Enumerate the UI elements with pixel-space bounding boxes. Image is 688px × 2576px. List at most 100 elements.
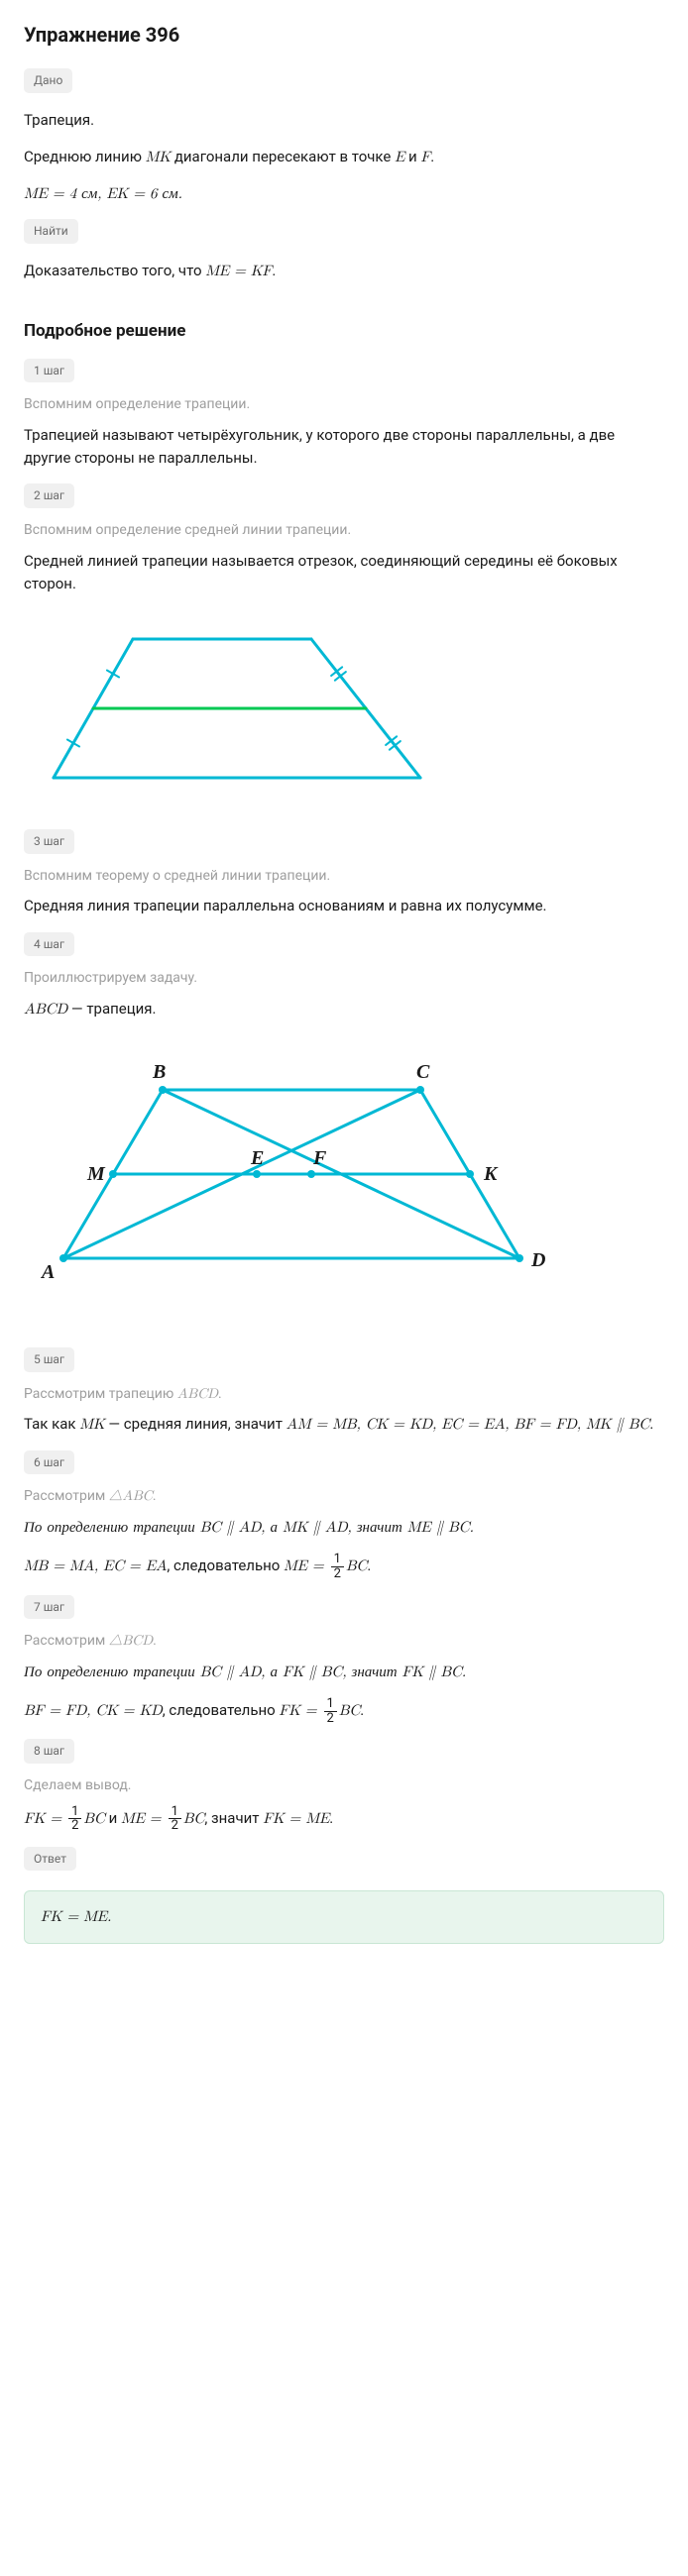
text: .	[360, 1701, 364, 1719]
math-line: По определению трапеции BC ∥ AD, а MK ∥ …	[24, 1520, 474, 1535]
step-4: 4 шаг Проиллюстрируем задачу. ABCD — тра…	[24, 932, 664, 1021]
trapezoid-svg	[24, 609, 450, 807]
text: и	[105, 1809, 121, 1827]
text: .	[218, 1386, 222, 1402]
text: .	[430, 148, 434, 165]
math-obj: △BCD	[109, 1634, 153, 1648]
text: , значит	[204, 1809, 263, 1827]
given-badge: Дано	[24, 68, 72, 93]
find-line-1: Доказательство того, что ME = KF.	[24, 260, 664, 282]
fraction-half: 12	[68, 1805, 81, 1833]
step-badge: 8 шаг	[24, 1739, 74, 1764]
frac-num: 1	[68, 1805, 81, 1820]
math-bc: BC	[346, 1558, 367, 1573]
step-caption: Рассмотрим △BCD.	[24, 1631, 664, 1653]
step-7: 7 шаг Рассмотрим △BCD. По определению тр…	[24, 1595, 664, 1726]
svg-text:K: K	[483, 1163, 499, 1185]
text: — средняя линия, значит	[105, 1415, 287, 1433]
frac-num: 1	[324, 1697, 337, 1712]
svg-text:C: C	[416, 1061, 430, 1083]
step-6: 6 шаг Рассмотрим △ABC. По определению тр…	[24, 1450, 664, 1581]
answer-badge: Ответ	[24, 1847, 76, 1872]
frac-num: 1	[169, 1805, 181, 1820]
frac-den: 2	[331, 1567, 344, 1581]
step-badge: 4 шаг	[24, 932, 74, 957]
step-caption: Сделаем вывод.	[24, 1775, 664, 1797]
math-f: F	[420, 150, 430, 164]
step-caption: Рассмотрим трапецию ABCD.	[24, 1384, 664, 1406]
math-mk: MK	[146, 150, 171, 164]
step-badge: 6 шаг	[24, 1450, 74, 1475]
math-obj: △ABC	[109, 1489, 153, 1503]
find-section: Найти Доказательство того, что ME = KF.	[24, 219, 664, 282]
given-section: Дано Трапеция. Среднюю линию MK диагонал…	[24, 68, 664, 205]
trapezoid-diagonals-svg: ABCDMKEF	[24, 1050, 579, 1298]
math-eqs: AM = MB, CK = KD, EC = EA, BF = FD, MK ∥…	[287, 1417, 650, 1432]
svg-text:M: M	[86, 1163, 106, 1185]
step-caption: Вспомним определение средней линии трапе…	[24, 520, 664, 542]
text: — трапеция.	[67, 1000, 156, 1018]
text: Рассмотрим	[24, 1488, 109, 1504]
step-caption: Проиллюстрируем задачу.	[24, 968, 664, 990]
frac-num: 1	[331, 1553, 344, 1567]
math-eq: ME = KF	[205, 264, 272, 278]
frac-den: 2	[324, 1712, 337, 1726]
math-abcd: ABCD	[24, 1002, 67, 1017]
step-3: 3 шаг Вспомним теорему о средней линии т…	[24, 829, 664, 918]
text: Рассмотрим	[24, 1633, 109, 1649]
fraction-half: 12	[331, 1553, 344, 1580]
svg-text:D: D	[530, 1249, 545, 1271]
step-1: 1 шаг Вспомним определение трапеции. Тра…	[24, 359, 664, 471]
step-badge: 7 шаг	[24, 1595, 74, 1620]
given-line-3: ME = 4 см, EK = 6 см.	[24, 182, 664, 205]
text: Среднюю линию	[24, 148, 146, 165]
given-line-1: Трапеция.	[24, 109, 664, 132]
step-text: FK = 12BC и ME = 12BC, значит FK = ME.	[24, 1805, 664, 1833]
step-badge: 2 шаг	[24, 483, 74, 508]
math-eq: FK = ME	[263, 1811, 329, 1826]
text: Так как	[24, 1415, 79, 1433]
text: , следовательно	[167, 1556, 284, 1574]
fraction-half: 12	[169, 1805, 181, 1833]
text: .	[329, 1809, 333, 1827]
fraction-half: 12	[324, 1697, 337, 1725]
solution-title: Подробное решение	[24, 318, 664, 344]
frac-den: 2	[169, 1819, 181, 1833]
text: диагонали пересекают в точке	[171, 148, 395, 165]
math-mk: MK	[79, 1417, 104, 1432]
answer-section: Ответ FK = ME.	[24, 1847, 664, 1944]
given-line-2: Среднюю линию MK диагонали пересекают в …	[24, 146, 664, 168]
step-line-1: По определению трапеции BC ∥ AD, а MK ∥ …	[24, 1516, 664, 1539]
step-text: Так как MK — средняя линия, значит AM = …	[24, 1413, 664, 1436]
math-pre: MB = MA, EC = EA	[24, 1558, 167, 1573]
step-line-1: По определению трапеции BC ∥ AD, а FK ∥ …	[24, 1661, 664, 1683]
math-me: ME =	[121, 1811, 167, 1826]
step-badge: 5 шаг	[24, 1347, 74, 1372]
text: .	[153, 1633, 157, 1649]
text: .	[649, 1415, 653, 1433]
text: Доказательство того, что	[24, 262, 205, 279]
math-e: E	[395, 150, 404, 164]
math-me: ME =	[284, 1558, 329, 1573]
page-title: Упражнение 396	[24, 20, 664, 51]
math-fk: FK =	[279, 1703, 321, 1718]
math-line: По определению трапеции BC ∥ AD, а FK ∥ …	[24, 1664, 466, 1679]
step-badge: 3 шаг	[24, 829, 74, 854]
text: .	[272, 262, 276, 279]
step-line-2: MB = MA, EC = EA, следовательно ME = 12B…	[24, 1553, 664, 1580]
step-2: 2 шаг Вспомним определение средней линии…	[24, 483, 664, 595]
text: .	[153, 1488, 157, 1504]
answer-text: FK = ME.	[41, 1909, 111, 1924]
step-text: Средней линией трапеции называется отрез…	[24, 550, 664, 596]
text: и	[404, 148, 420, 165]
svg-text:A: A	[40, 1261, 55, 1283]
frac-den: 2	[68, 1819, 81, 1833]
step-line-2: BF = FD, CK = KD, следовательно FK = 12B…	[24, 1697, 664, 1725]
step-5: 5 шаг Рассмотрим трапецию ABCD. Так как …	[24, 1347, 664, 1437]
step-badge: 1 шаг	[24, 359, 74, 383]
math-values: ME = 4 см, EK = 6 см.	[24, 186, 182, 201]
math-obj: ABCD	[177, 1387, 218, 1401]
diagram-trapezoid-diagonals: ABCDMKEF	[24, 1050, 664, 1298]
find-badge: Найти	[24, 219, 78, 244]
math-bc1: BC	[83, 1811, 104, 1826]
